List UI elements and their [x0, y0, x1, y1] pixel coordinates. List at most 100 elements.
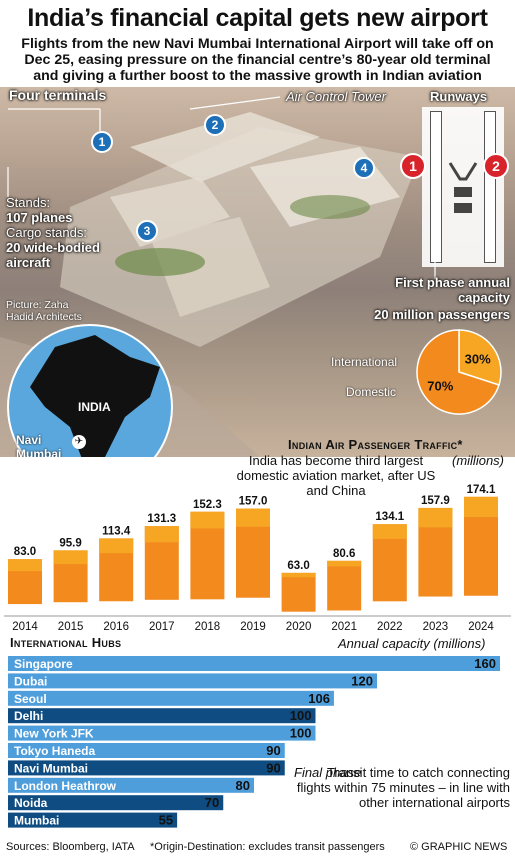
final-phase-note: Final phase — [294, 765, 362, 780]
india-map — [7, 324, 173, 457]
airport-rendering: Four terminals Air Control Tower 1 2 3 4… — [0, 87, 515, 457]
bar-international-2023 — [418, 507, 453, 528]
bar-domestic-2021 — [327, 560, 362, 611]
pie-value-international: 30% — [465, 351, 491, 366]
bar-international-2020 — [281, 572, 316, 578]
hub-name-seoul: Seoul — [14, 692, 47, 706]
terminal-marker-2: 2 — [204, 114, 226, 136]
hub-name-new-york-jfk: New York JFK — [14, 727, 94, 741]
hub-bar-new-york-jfk — [8, 725, 316, 741]
pie-slice-international — [458, 329, 502, 386]
hub-value-tokyo-haneda: 90 — [266, 743, 280, 758]
leader-lines — [7, 96, 281, 197]
x-tick-2015: 2015 — [58, 621, 84, 630]
x-tick-2016: 2016 — [103, 621, 129, 630]
traffic-bar-chart: 83.0 2014 95.9 2015 113.4 2016 131.3 2017 152.3 2… — [4, 484, 511, 630]
bar-international-2014 — [8, 559, 42, 572]
bar-international-2017 — [144, 526, 179, 543]
runway-marker-1: 1 — [400, 153, 426, 179]
bar-label-2014: 83.0 — [14, 546, 36, 558]
x-tick-2024: 2024 — [468, 621, 494, 630]
hub-bar-dubai — [8, 673, 377, 689]
hub-bar-london-heathrow — [8, 777, 254, 793]
stands-info: Stands: 107 planes Cargo stands: 20 wide… — [6, 195, 126, 270]
chart-title: Indian Air Passenger Traffic* — [288, 437, 463, 452]
hub-value-delhi: 100 — [290, 708, 312, 723]
subhead: Flights from the new Navi Mumbai Interna… — [21, 36, 494, 84]
x-tick-2020: 2020 — [286, 621, 312, 630]
hub-name-mumbai: Mumbai — [14, 814, 59, 828]
bar-label-2021: 80.6 — [333, 548, 355, 560]
bar-label-2022: 134.1 — [375, 511, 404, 523]
hub-name-noida: Noida — [14, 796, 48, 810]
hub-name-delhi: Delhi — [14, 709, 43, 723]
airport-icon: ✈ — [72, 435, 86, 449]
x-tick-2019: 2019 — [240, 621, 266, 630]
x-tick-2018: 2018 — [195, 621, 221, 630]
hub-bar-navi-mumbai — [8, 760, 285, 776]
stands-value: 107 planes — [6, 210, 73, 225]
picture-credit: Picture: Zaha Hadid Architects — [6, 299, 82, 323]
pie-chart: 30% 70% — [416, 329, 502, 415]
runways-label: Runways — [430, 89, 488, 104]
bar-label-2016: 113.4 — [102, 525, 131, 537]
runway-diagram — [422, 107, 504, 267]
bar-label-2019: 157.0 — [239, 496, 268, 508]
hub-value-navi-mumbai: 90 — [266, 760, 280, 775]
pie-value-domestic: 70% — [427, 379, 453, 394]
map-country: INDIA — [78, 400, 111, 414]
bar-label-2024: 174.1 — [467, 484, 496, 496]
bar-international-2022 — [372, 524, 407, 539]
bar-international-2018 — [190, 511, 225, 529]
hub-value-dubai: 120 — [351, 673, 373, 688]
headline: India’s financial capital gets new airpo… — [27, 4, 488, 32]
bar-international-2021 — [327, 560, 362, 567]
hub-bar-singapore — [8, 656, 500, 671]
hub-name-singapore: Singapore — [14, 657, 73, 671]
cargo-value: 20 wide-bodied aircraft — [6, 240, 100, 270]
bar-label-2020: 63.0 — [287, 560, 309, 572]
hub-name-london-heathrow: London Heathrow — [14, 779, 117, 793]
bar-label-2018: 152.3 — [193, 499, 222, 511]
hub-value-new-york-jfk: 100 — [290, 726, 312, 741]
hubs-title: International Hubs — [10, 635, 122, 650]
hub-bar-seoul — [8, 690, 334, 706]
footer-credit: © GRAPHIC NEWS — [410, 841, 508, 853]
hub-value-noida: 70 — [205, 795, 219, 810]
hub-bar-delhi — [8, 708, 316, 724]
bar-international-2019 — [236, 508, 270, 527]
capacity-label: First phase annual capacity — [395, 275, 510, 305]
x-tick-2014: 2014 — [12, 621, 38, 630]
x-tick-2023: 2023 — [423, 621, 449, 630]
chart-unit: (millions) — [452, 453, 504, 468]
terminal-marker-1: 1 — [91, 131, 113, 153]
chart-note: India has become third largest domestic … — [236, 453, 436, 498]
cargo-text: Cargo stands: — [6, 225, 87, 240]
hub-name-navi-mumbai: Navi Mumbai — [14, 761, 88, 775]
pie-label-international: International — [331, 355, 398, 369]
tower-label: Air Control Tower — [286, 89, 386, 104]
map-city: Navi Mumbai — [16, 433, 62, 457]
hub-value-mumbai: 55 — [159, 813, 173, 828]
bar-label-2017: 131.3 — [147, 513, 176, 525]
terminal-marker-4: 4 — [353, 157, 375, 179]
x-tick-2022: 2022 — [377, 621, 403, 630]
capacity-value: 20 million passengers — [374, 307, 510, 322]
bar-label-2023: 157.9 — [421, 495, 450, 507]
terminal-marker-3: 3 — [136, 220, 158, 242]
x-tick-2021: 2021 — [331, 621, 357, 630]
hub-name-tokyo-haneda: Tokyo Haneda — [14, 744, 95, 758]
hub-bar-mumbai — [8, 812, 178, 828]
hubs-unit: Annual capacity (millions) — [338, 636, 486, 651]
footer-origin-note: *Origin-Destination: excludes transit pa… — [150, 841, 385, 853]
bar-domestic-2020 — [281, 572, 316, 612]
footer-sources: Sources: Bloomberg, IATA — [6, 841, 135, 853]
hubs-bar-chart: Singapore 160 Dubai 120 Seoul 106 Delhi 100 New … — [8, 656, 500, 828]
terminals-label: Four terminals — [9, 87, 107, 103]
runway-callout-line — [434, 217, 436, 279]
runway-marker-2: 2 — [483, 153, 509, 179]
pie-label-domestic: Domestic — [346, 385, 397, 399]
hub-value-singapore: 160 — [474, 656, 496, 671]
hub-bar-noida — [8, 795, 224, 811]
x-tick-2017: 2017 — [149, 621, 175, 630]
